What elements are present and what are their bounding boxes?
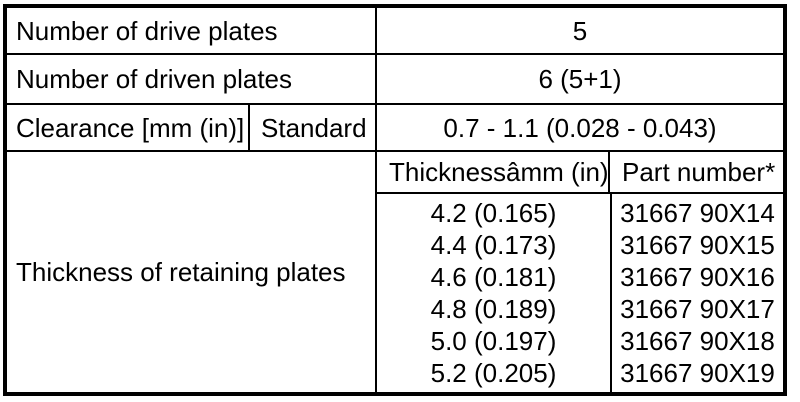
thickness-value: 4.4 (0.173) xyxy=(430,230,557,260)
thickness-values-column: 4.2 (0.165) 4.4 (0.173) 4.6 (0.181) 4.8 … xyxy=(377,194,612,392)
part-number-value: 31667 90X15 xyxy=(620,230,775,260)
thickness-value: 4.6 (0.181) xyxy=(430,262,557,292)
clearance-standard-cell: Standard xyxy=(250,105,377,150)
driven-plates-value: 6 (5+1) xyxy=(538,64,622,94)
thickness-header: Thicknessâmm (in) xyxy=(389,157,609,187)
table-row-driven-plates: Number of driven plates 6 (5+1) xyxy=(7,55,783,105)
table-row-drive-plates: Number of drive plates 5 xyxy=(7,8,783,55)
drive-plates-value-cell: 5 xyxy=(377,8,783,53)
part-number-value: 31667 90X19 xyxy=(620,358,775,388)
clearance-standard-label: Standard xyxy=(261,112,367,143)
drive-plates-value: 5 xyxy=(572,15,588,46)
specification-table: Number of drive plates 5 Number of drive… xyxy=(3,4,787,396)
driven-plates-value-cell: 6 (5+1) xyxy=(377,55,783,103)
clearance-value-cell: 0.7 - 1.1 (0.028 - 0.043) xyxy=(377,105,783,150)
part-number-value: 31667 90X16 xyxy=(620,262,775,292)
thickness-value: 4.8 (0.189) xyxy=(430,294,557,324)
subtable-header-row: Thicknessâmm (in) Part number* xyxy=(377,152,783,194)
part-number-header-cell: Part number* xyxy=(610,152,783,192)
clearance-label: Clearance [mm (in)] xyxy=(16,112,245,143)
table-row-clearance: Clearance [mm (in)] Standard 0.7 - 1.1 (… xyxy=(7,105,783,152)
part-number-value: 31667 90X14 xyxy=(620,198,775,228)
retaining-plates-label: Thickness of retaining plates xyxy=(16,257,346,287)
clearance-value: 0.7 - 1.1 (0.028 - 0.043) xyxy=(443,112,717,143)
subtable-body: 4.2 (0.165) 4.4 (0.173) 4.6 (0.181) 4.8 … xyxy=(377,194,783,392)
table-row-retaining-plates: Thickness of retaining plates Thicknessâ… xyxy=(7,152,783,392)
part-number-values-column: 31667 90X14 31667 90X15 31667 90X16 3166… xyxy=(612,194,783,392)
part-number-value: 31667 90X18 xyxy=(620,326,775,356)
driven-plates-label-cell: Number of driven plates xyxy=(7,55,377,103)
thickness-value: 5.2 (0.205) xyxy=(430,358,557,388)
part-number-value: 31667 90X17 xyxy=(620,294,775,324)
retaining-plates-label-cell: Thickness of retaining plates xyxy=(7,152,377,392)
clearance-label-cell: Clearance [mm (in)] xyxy=(7,105,250,150)
thickness-value: 5.0 (0.197) xyxy=(430,326,557,356)
driven-plates-label: Number of driven plates xyxy=(16,64,293,94)
drive-plates-label: Number of drive plates xyxy=(16,15,278,46)
drive-plates-label-cell: Number of drive plates xyxy=(7,8,377,53)
thickness-value: 4.2 (0.165) xyxy=(430,198,557,228)
part-number-header: Part number* xyxy=(622,157,776,187)
retaining-plates-subtable: Thicknessâmm (in) Part number* 4.2 (0.16… xyxy=(377,152,783,392)
thickness-header-cell: Thicknessâmm (in) xyxy=(377,152,610,192)
